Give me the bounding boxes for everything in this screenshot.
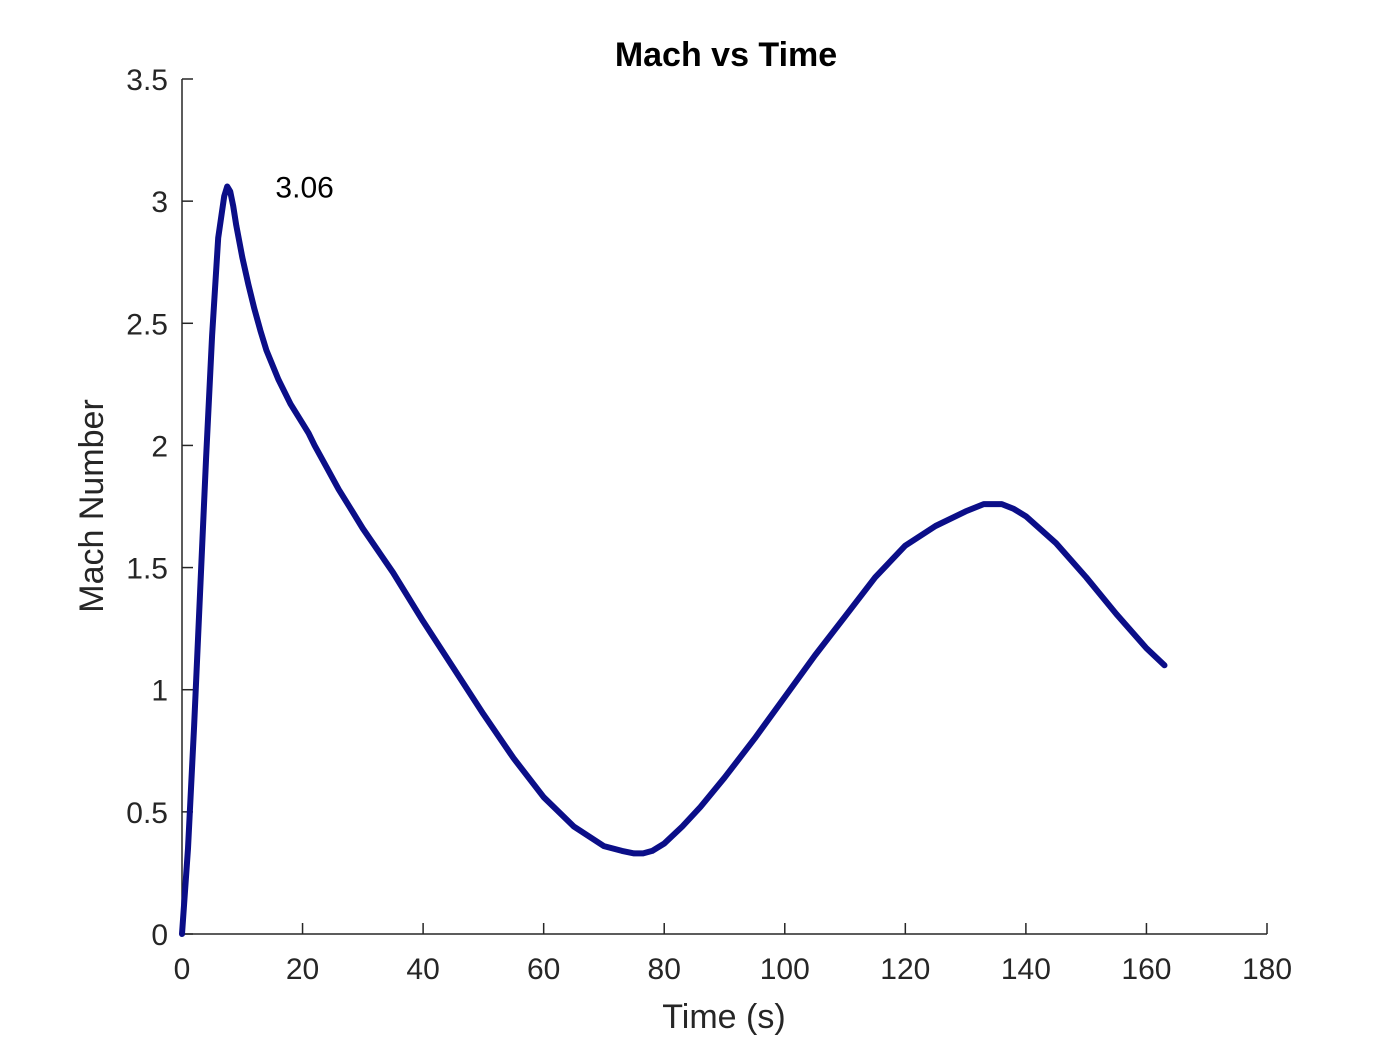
x-tick-label: 140 [1001,953,1051,986]
peak-annotation: 3.06 [275,171,333,204]
y-tick-label: 3 [151,186,168,219]
series-layer [179,183,1168,937]
y-tick-label: 0 [151,919,168,952]
x-axis-label: Time (s) [662,998,785,1036]
x-tick-label: 20 [286,953,319,986]
y-tick-label: 1 [151,675,168,708]
y-ticks: 0 0.5 1 1.5 2 2.5 3 3.5 [126,64,193,952]
x-tick-label: 80 [648,953,681,986]
chart-title: Mach vs Time [615,36,837,74]
y-tick-label: 3.5 [126,64,168,97]
x-tick-label: 60 [527,953,560,986]
x-tick-label: 100 [760,953,810,986]
x-tick-label: 40 [406,953,439,986]
y-tick-label: 0.5 [126,797,168,830]
x-tick-label: 120 [880,953,930,986]
axes [181,79,1267,935]
y-axis-label: Mach Number [73,399,111,613]
x-tick-label: 0 [174,953,191,986]
y-tick-label: 1.5 [126,553,168,586]
x-ticks: 0 20 40 60 80 100 120 140 160 180 [174,923,1292,986]
y-tick-label: 2 [151,430,168,463]
x-tick-label: 160 [1121,953,1171,986]
x-tick-label: 180 [1242,953,1292,986]
annotation-layer: 3.06 [275,171,333,204]
y-tick-label: 2.5 [126,308,168,341]
series-line [179,183,1168,937]
